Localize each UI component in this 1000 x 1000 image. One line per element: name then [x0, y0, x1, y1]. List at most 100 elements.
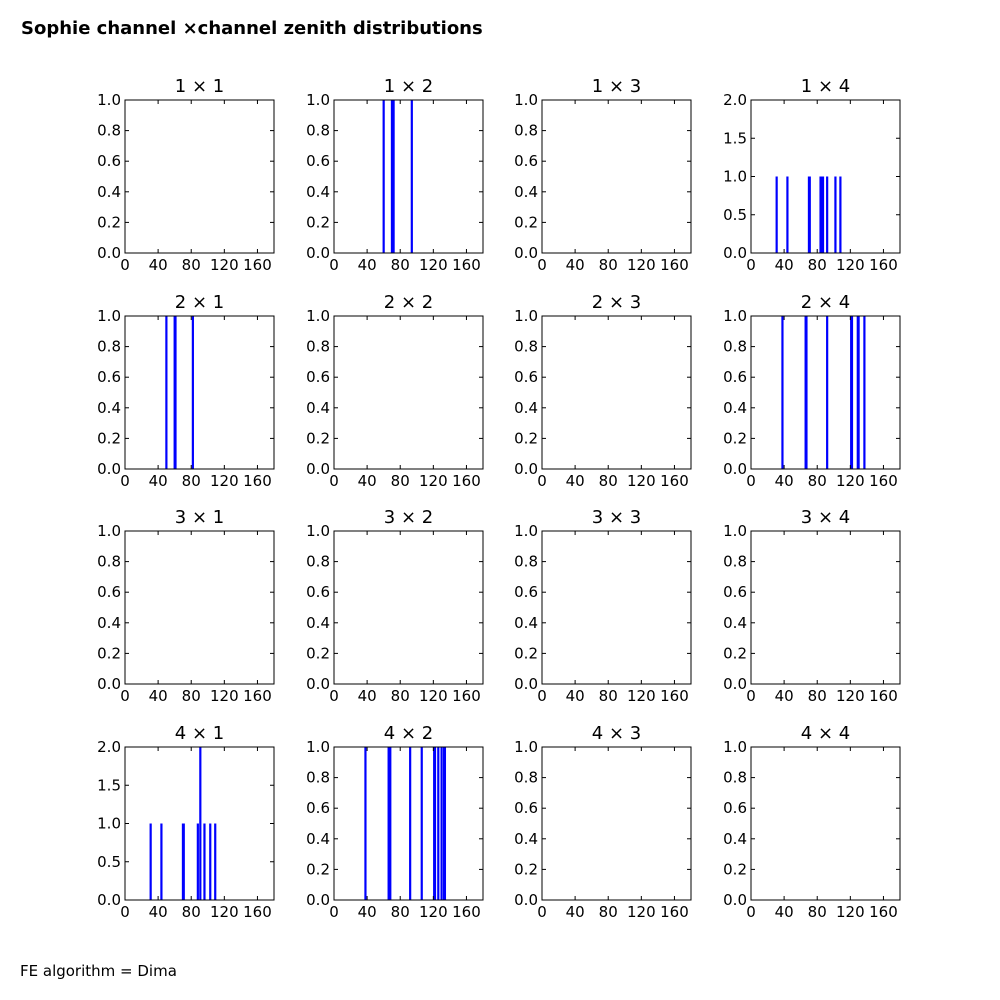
y-tick-label: 0.8: [306, 338, 330, 356]
x-tick-label: 40: [775, 903, 794, 921]
y-tick-label: 0.8: [97, 553, 121, 571]
x-tick-label: 120: [210, 472, 239, 490]
x-tick-label: 0: [746, 903, 756, 921]
y-tick-label: 0.8: [723, 769, 747, 787]
y-tick-label: 0.6: [306, 152, 330, 170]
x-tick-label: 80: [808, 687, 827, 705]
y-tick-label: 0.0: [306, 244, 330, 262]
x-tick-label: 40: [566, 903, 585, 921]
x-tick-label: 0: [537, 256, 547, 274]
subplot-3-1: 3 × 1 0 40 80 120 160 0.0 0.2 0.4 0.6 0.8 1.0: [97, 507, 275, 705]
x-tick-label: 160: [452, 687, 481, 705]
axes-frame: [541, 746, 692, 901]
x-tick-label: 80: [182, 256, 201, 274]
x-tick-label: 120: [210, 256, 239, 274]
y-tick-label: 0.6: [723, 583, 747, 601]
subplot-title: 4 × 2: [384, 723, 433, 744]
x-tick-label: 120: [836, 256, 865, 274]
x-tick-label: 0: [120, 256, 130, 274]
y-tick-label: 0.6: [97, 368, 121, 386]
y-tick-label: 1.0: [723, 522, 747, 540]
x-tick-label: 120: [836, 687, 865, 705]
y-tick-label: 1.0: [514, 522, 538, 540]
y-tick-label: 0.2: [306, 429, 330, 447]
axes-frame: [750, 99, 901, 254]
x-tick-label: 0: [746, 256, 756, 274]
y-tick-label: 0.4: [306, 399, 330, 417]
y-tick-label: 0.4: [723, 399, 747, 417]
y-tick-label: 0.8: [723, 338, 747, 356]
x-tick-label: 120: [627, 256, 656, 274]
x-tick-label: 0: [329, 903, 339, 921]
subplot-1-2: 1 × 2 0 40 80 120 160 0.0 0.2 0.4 0.6 0.8 1.0: [306, 76, 484, 274]
y-tick-label: 0.4: [514, 830, 538, 848]
x-tick-label: 0: [120, 472, 130, 490]
subplot-4-2: 4 × 2 0 40 80 120 160 0.0 0.2 0.4 0.6 0.8 1.0: [306, 723, 484, 921]
y-tick-label: 0.2: [97, 213, 121, 231]
subplot-title: 1 × 3: [592, 76, 641, 97]
subplot-title: 2 × 3: [592, 292, 641, 313]
y-tick-label: 0.8: [306, 769, 330, 787]
y-tick-label: 0.0: [306, 891, 330, 909]
x-tick-label: 40: [775, 256, 794, 274]
x-tick-label: 160: [869, 256, 898, 274]
x-tick-label: 80: [182, 472, 201, 490]
y-tick-label: 0.2: [306, 644, 330, 662]
axes-frame: [750, 315, 901, 470]
y-tick-label: 1.0: [306, 738, 330, 756]
x-tick-label: 160: [869, 687, 898, 705]
y-tick-label: 0.2: [306, 860, 330, 878]
x-tick-label: 160: [452, 256, 481, 274]
y-tick-label: 0.0: [723, 460, 747, 478]
y-tick-label: 0.6: [306, 583, 330, 601]
y-tick-label: 1.0: [723, 307, 747, 325]
x-tick-label: 0: [537, 903, 547, 921]
y-tick-label: 1.0: [97, 307, 121, 325]
x-tick-label: 40: [358, 903, 377, 921]
y-tick-label: 0.6: [514, 583, 538, 601]
subplot-title: 1 × 2: [384, 76, 433, 97]
x-tick-label: 80: [391, 687, 410, 705]
y-tick-label: 0.2: [97, 429, 121, 447]
x-tick-label: 40: [775, 472, 794, 490]
x-tick-label: 80: [808, 903, 827, 921]
subplot-title: 4 × 1: [175, 723, 224, 744]
x-tick-label: 80: [182, 903, 201, 921]
subplot-2-4: 2 × 4 0 40 80 120 160 0.0 0.2 0.4 0.6 0.8 1.0: [723, 292, 901, 490]
y-tick-label: 0.2: [514, 644, 538, 662]
x-tick-label: 160: [869, 903, 898, 921]
subplot-title: 2 × 1: [175, 292, 224, 313]
subplot-1-4: 1 × 4 0 40 80 120 160 0.0 0.5 1.0 1.5 2.0: [723, 76, 901, 274]
y-tick-label: 0.4: [97, 399, 121, 417]
y-tick-label: 0.6: [514, 368, 538, 386]
x-tick-label: 120: [836, 472, 865, 490]
y-tick-label: 0.0: [723, 675, 747, 693]
y-tick-label: 0.2: [723, 644, 747, 662]
axes-frame: [541, 530, 692, 685]
x-tick-label: 160: [660, 256, 689, 274]
x-tick-label: 160: [660, 687, 689, 705]
y-tick-label: 0.6: [306, 799, 330, 817]
axes-frame: [541, 315, 692, 470]
y-tick-label: 0.0: [97, 891, 121, 909]
x-tick-label: 40: [149, 903, 168, 921]
y-tick-label: 0.0: [723, 244, 747, 262]
x-tick-label: 160: [452, 903, 481, 921]
y-tick-label: 0.0: [306, 675, 330, 693]
y-tick-label: 0.6: [97, 152, 121, 170]
axes-frame: [124, 530, 275, 685]
y-tick-label: 0.0: [97, 675, 121, 693]
y-tick-label: 1.0: [306, 91, 330, 109]
subplot-2-2: 2 × 2 0 40 80 120 160 0.0 0.2 0.4 0.6 0.8 1.0: [306, 292, 484, 490]
y-tick-label: 0.8: [97, 122, 121, 140]
y-tick-label: 0.2: [723, 860, 747, 878]
x-tick-label: 0: [120, 687, 130, 705]
y-tick-label: 0.8: [306, 122, 330, 140]
y-tick-label: 0.0: [514, 675, 538, 693]
y-tick-label: 0.8: [514, 553, 538, 571]
y-tick-label: 1.0: [723, 738, 747, 756]
footer-note: FE algorithm = Dima: [20, 962, 177, 980]
y-tick-label: 0.5: [97, 853, 121, 871]
x-tick-label: 160: [869, 472, 898, 490]
x-tick-label: 0: [329, 687, 339, 705]
